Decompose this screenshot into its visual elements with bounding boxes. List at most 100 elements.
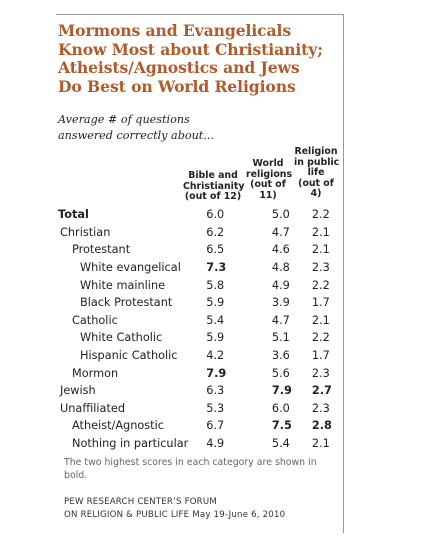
column-header-line: (out of 12) [184,191,242,203]
row-label: Protestant [72,243,131,257]
value-label: 4.7 [271,313,290,327]
value-label: 4.9 [206,437,225,451]
value-label: 2.3 [311,401,330,415]
value-cell: 7.5 [266,417,306,435]
table-row: Catholic 5.4 4.7 2.1 [58,312,342,330]
value-label: 7.3 [206,261,227,275]
value-label: 7.9 [206,366,227,380]
column-header-line: 11) [259,189,277,201]
table-row: Nothing in particular 4.9 5.4 2.1 [58,435,342,453]
value-cell: 2.1 [306,435,342,453]
column-header-line: Religion [294,146,338,157]
value-label: 5.1 [271,331,290,345]
value-label: 5.9 [206,331,225,345]
value-cell: 4.7 [266,312,306,330]
source-line: PEW RESEARCH CENTER’S FORUM [64,497,217,507]
row-label: Total [58,208,89,222]
value-cell: 3.6 [266,347,306,365]
footnote-line: bold. [64,469,88,481]
value-cell: 2.1 [306,224,342,242]
value-cell: 7.3 [201,259,266,277]
value-label: 6.3 [206,384,225,398]
value-cell: 2.2 [306,329,342,347]
table-row: Jewish 6.3 7.9 2.7 [58,382,342,400]
row-label: White Catholic [80,331,163,345]
value-cell: 6.7 [201,417,266,435]
value-label: 2.2 [311,208,330,222]
value-cell: 6.5 [201,241,266,259]
value-label: 6.0 [271,401,290,415]
value-cell: 5.1 [266,329,306,347]
value-label: 5.4 [271,437,290,451]
column-header-line: in public [294,156,340,168]
table-row: Unaffiliated 5.3 6.0 2.3 [58,400,342,418]
row-label: Jewish [60,384,96,398]
table-row: Christian 6.2 4.7 2.1 [58,224,342,242]
value-cell: 2.3 [306,400,342,418]
value-cell: 2.7 [306,382,342,400]
row-label: Catholic [72,313,118,327]
value-label: 2.7 [311,384,332,398]
value-label: 5.0 [271,208,290,222]
column-header-line: life [307,167,325,179]
value-cell: 5.0 [266,206,306,224]
value-label: 2.3 [311,261,330,275]
value-label: 5.8 [206,278,225,292]
title-line: Atheists/Agnostics and Jews [58,58,300,78]
column-header-line: 4) [310,188,322,200]
table-row: Atheist/Agnostic 6.7 7.5 2.8 [58,417,342,435]
subtitle-line: Average # of questions [58,113,190,126]
row-label: Unaffiliated [60,401,126,415]
value-label: 3.6 [271,349,290,363]
value-label: 4.6 [271,243,290,257]
table-row: Black Protestant 5.9 3.9 1.7 [58,294,342,312]
column-header-world: World religions (out of 11) [246,158,293,201]
row-label: Christian [60,225,111,239]
value-label: 6.2 [206,225,225,239]
column-header-line: World [252,158,284,169]
value-cell: 6.3 [201,382,266,400]
value-label: 4.7 [271,225,290,239]
title-line: Know Most about Christianity; [58,39,323,59]
value-cell: 5.6 [266,364,306,382]
value-cell: 4.2 [201,347,266,365]
row-label: Mormon [72,366,119,380]
table-row: Hispanic Catholic 4.2 3.6 1.7 [58,347,342,365]
value-cell: 2.3 [306,259,342,277]
value-cell: 5.9 [201,329,266,347]
row-label: White evangelical [80,261,181,275]
data-table: Total 6.0 5.0 2.2 Christian 6.2 4.7 2.1 Protesta… [58,206,342,452]
column-header-line: (out of [250,179,286,191]
source-line: ON RELIGION & PUBLIC LIFE May 19-June 6,… [64,510,286,520]
value-cell: 4.9 [266,276,306,294]
value-label: 2.1 [311,225,330,239]
row-label: White mainline [80,278,166,292]
value-cell: 1.7 [306,294,342,312]
column-header-line: religions [246,168,293,180]
value-label: 2.2 [311,278,330,292]
footnote: The two highest scores in each category … [64,457,334,482]
value-label: 4.9 [271,278,290,292]
value-cell: 7.9 [266,382,306,400]
value-cell: 5.4 [266,435,306,453]
value-label: 6.0 [206,208,225,222]
value-cell: 3.9 [266,294,306,312]
column-header-line: (out of [298,177,334,189]
table-row: White evangelical 7.3 4.8 2.3 [58,259,342,277]
title-line: Mormons and Evangelicals [58,21,292,40]
row-label: Atheist/Agnostic [72,419,164,433]
table-row: White Catholic 5.9 5.1 2.2 [58,329,342,347]
value-label: 2.1 [311,243,330,257]
row-label: Nothing in particular [72,437,189,451]
table-row: Protestant 6.5 4.6 2.1 [58,241,342,259]
value-cell: 6.0 [266,400,306,418]
value-cell: 2.2 [306,276,342,294]
value-cell: 5.8 [201,276,266,294]
value-cell: 1.7 [306,347,342,365]
value-cell: 5.4 [201,312,266,330]
column-header-bible: Bible and Christianity (out of 12) [183,170,244,203]
value-label: 3.9 [271,296,290,310]
value-cell: 5.9 [201,294,266,312]
value-cell: 7.9 [201,364,266,382]
value-label: 6.7 [206,419,225,433]
